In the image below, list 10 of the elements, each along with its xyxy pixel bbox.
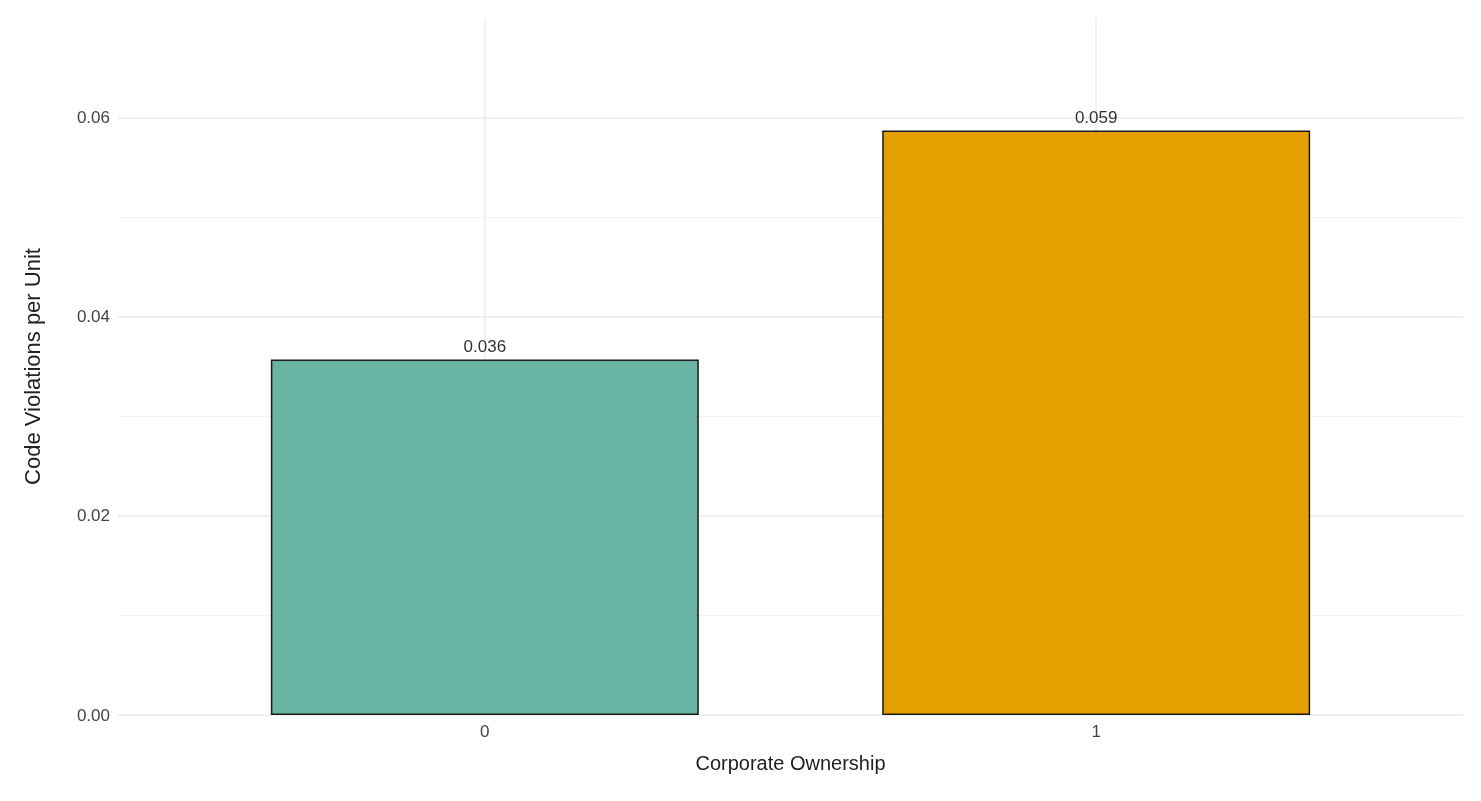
- data-label: 0.059: [1074, 107, 1118, 127]
- data-label: 0.036: [463, 336, 507, 356]
- x-axis-title: Corporate Ownership: [695, 752, 886, 774]
- y-tick-label: 0.06: [76, 108, 110, 128]
- y-axis-title: Code Violations per Unit: [19, 248, 45, 485]
- x-tick-label: 0: [480, 722, 490, 741]
- y-tick-label: 0.00: [76, 705, 110, 725]
- y-tick-label: 0.02: [76, 506, 110, 526]
- x-tick-label: 1: [1091, 722, 1101, 741]
- y-tick-label: 0.04: [76, 307, 110, 327]
